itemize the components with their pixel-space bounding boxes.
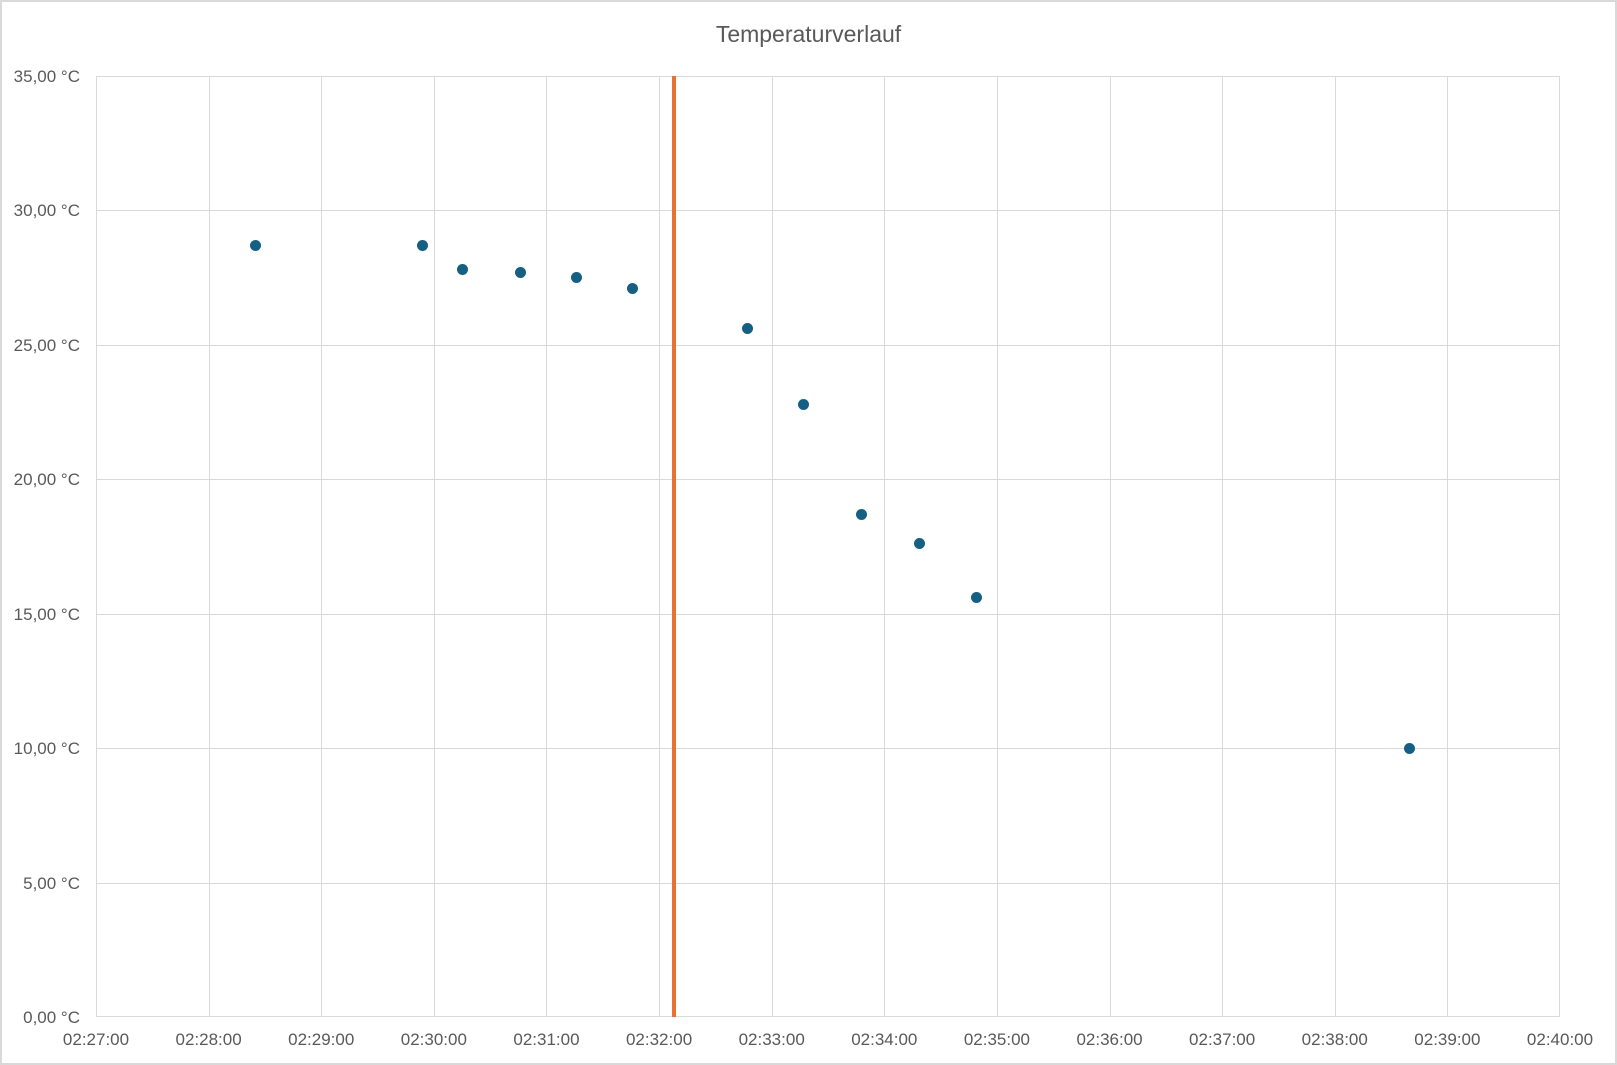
x-tick-label: 02:36:00 — [1076, 1030, 1143, 1049]
x-gridline — [1447, 76, 1448, 1017]
x-tick-label: 02:37:00 — [1189, 1030, 1256, 1049]
plot-area — [96, 76, 1560, 1017]
y-gridline — [96, 345, 1560, 346]
data-point — [417, 239, 429, 251]
y-tick-label: 20,00 °C — [13, 470, 80, 490]
data-point — [250, 239, 262, 251]
data-point — [856, 508, 868, 520]
x-tick-label: 02:35:00 — [963, 1030, 1031, 1049]
data-point — [914, 538, 926, 550]
x-tick-label: 02:27:00 — [62, 1030, 130, 1049]
data-point — [514, 266, 526, 278]
x-gridline — [772, 76, 773, 1017]
x-gridline — [884, 76, 885, 1017]
y-gridline — [96, 883, 1560, 884]
x-gridline — [1110, 76, 1111, 1017]
y-gridline — [96, 479, 1560, 480]
x-tick-label: 02:31:00 — [513, 1030, 580, 1049]
x-tick-label: 02:29:00 — [288, 1030, 355, 1049]
x-tick-label: 02:34:00 — [851, 1030, 918, 1049]
x-tick-label: 02:28:00 — [175, 1030, 242, 1049]
y-gridline — [96, 210, 1560, 211]
data-point — [1404, 742, 1416, 754]
x-tick-label: 02:30:00 — [400, 1030, 467, 1049]
x-gridline — [659, 76, 660, 1017]
x-gridline — [997, 76, 998, 1017]
data-point — [570, 272, 582, 284]
x-gridline — [209, 76, 210, 1017]
x-gridline — [434, 76, 435, 1017]
data-point — [741, 323, 753, 335]
y-tick-label: 15,00 °C — [13, 604, 80, 624]
event-marker-line — [672, 76, 677, 1017]
x-tick-label: 02:32:00 — [625, 1030, 693, 1049]
data-point — [627, 282, 639, 294]
y-tick-label: 0,00 °C — [23, 1008, 80, 1027]
y-tick-label: 35,00 °C — [13, 67, 80, 86]
y-tick-label: 5,00 °C — [23, 873, 80, 893]
x-tick-label: 02:39:00 — [1414, 1030, 1481, 1049]
data-point — [970, 592, 982, 604]
y-tick-label: 30,00 °C — [13, 201, 80, 221]
x-gridline — [321, 76, 322, 1017]
data-point — [456, 264, 468, 276]
y-tick-label: 25,00 °C — [13, 335, 80, 355]
x-gridline — [1222, 76, 1223, 1017]
y-gridline — [96, 1016, 1560, 1017]
x-tick-label: 02:40:00 — [1526, 1030, 1594, 1049]
y-gridline — [96, 614, 1560, 615]
chart-title: Temperaturverlauf — [715, 21, 902, 47]
y-gridline — [96, 748, 1560, 749]
x-gridline — [96, 76, 97, 1017]
x-gridline — [546, 76, 547, 1017]
x-tick-label: 02:33:00 — [738, 1030, 805, 1049]
x-gridline — [1559, 76, 1560, 1017]
data-point — [798, 398, 810, 410]
y-tick-label: 10,00 °C — [13, 739, 80, 759]
x-gridline — [1335, 76, 1336, 1017]
x-tick-label: 02:38:00 — [1301, 1030, 1368, 1049]
y-gridline — [96, 76, 1560, 77]
